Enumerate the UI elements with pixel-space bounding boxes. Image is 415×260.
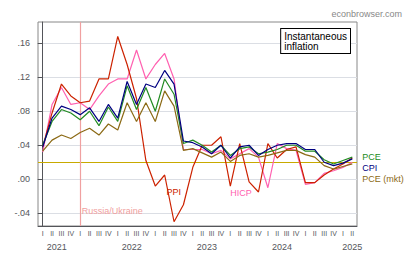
svg-text:IV: IV [218, 230, 225, 237]
svg-text:II: II [350, 230, 354, 237]
svg-text:2023: 2023 [197, 242, 217, 252]
svg-text:PCE: PCE [362, 152, 381, 162]
svg-text:-.04: -.04 [14, 208, 30, 218]
svg-text:CPI: CPI [362, 163, 377, 173]
svg-text:I: I [79, 230, 81, 237]
svg-text:Russia/Ukraine: Russia/Ukraine [82, 206, 143, 216]
svg-text:II: II [275, 230, 279, 237]
svg-text:IV: IV [180, 230, 187, 237]
svg-text:2024: 2024 [272, 242, 292, 252]
svg-text:II: II [200, 230, 204, 237]
svg-text:IV: IV [293, 230, 300, 237]
svg-text:.16: .16 [17, 38, 30, 48]
svg-text:II: II [88, 230, 92, 237]
svg-text:2021: 2021 [47, 242, 67, 252]
svg-text:III: III [284, 230, 290, 237]
svg-text:2022: 2022 [122, 242, 142, 252]
svg-text:III: III [246, 230, 252, 237]
svg-text:IV: IV [330, 230, 337, 237]
svg-text:PPI: PPI [167, 187, 182, 197]
svg-text:I: I [342, 230, 344, 237]
svg-text:.08: .08 [17, 106, 30, 116]
svg-text:III: III [96, 230, 102, 237]
svg-text:III: III [321, 230, 327, 237]
svg-text:III: III [209, 230, 215, 237]
svg-text:IV: IV [105, 230, 112, 237]
svg-text:II: II [125, 230, 129, 237]
svg-text:II: II [238, 230, 242, 237]
svg-text:II: II [50, 230, 54, 237]
svg-text:IV: IV [143, 230, 150, 237]
svg-text:I: I [229, 230, 231, 237]
svg-text:HICP: HICP [230, 188, 252, 198]
svg-text:IV: IV [68, 230, 75, 237]
svg-text:econbrowser.com: econbrowser.com [331, 9, 402, 19]
svg-text:II: II [163, 230, 167, 237]
svg-text:Instantaneous: Instantaneous [284, 30, 347, 42]
svg-text:I: I [117, 230, 119, 237]
svg-text:.12: .12 [17, 72, 30, 82]
svg-text:I: I [192, 230, 194, 237]
svg-text:I: I [267, 230, 269, 237]
svg-text:III: III [171, 230, 177, 237]
svg-text:III: III [59, 230, 65, 237]
svg-text:II: II [313, 230, 317, 237]
svg-text:I: I [42, 230, 44, 237]
svg-text:.00: .00 [17, 174, 30, 184]
svg-text:III: III [134, 230, 140, 237]
svg-text:IV: IV [255, 230, 262, 237]
svg-text:inflation: inflation [284, 41, 318, 52]
svg-text:I: I [154, 230, 156, 237]
svg-text:2025: 2025 [342, 242, 362, 252]
svg-text:PCE (mkt): PCE (mkt) [362, 174, 404, 184]
svg-text:I: I [304, 230, 306, 237]
svg-text:.04: .04 [17, 140, 30, 150]
